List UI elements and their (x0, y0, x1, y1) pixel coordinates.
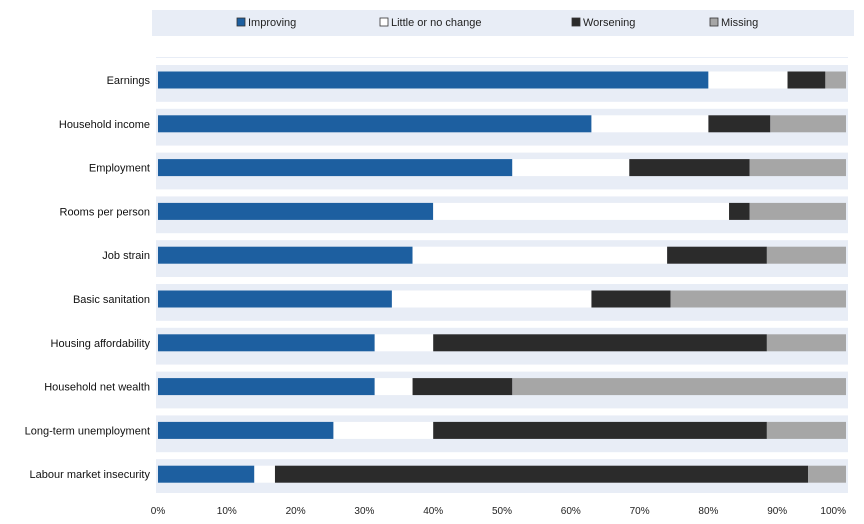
x-tick-label: 30% (354, 506, 374, 517)
bar-labour-market-insecurity-improving (158, 465, 255, 483)
bar-household-income-worsening (708, 115, 771, 133)
separator-stripe (156, 189, 848, 197)
bar-housing-affordability-little-or-no-change (374, 334, 434, 352)
bar-household-net-wealth-improving (158, 378, 375, 396)
bar-household-net-wealth-missing (512, 378, 846, 396)
bar-job-strain-missing (766, 246, 846, 264)
separator-stripe (156, 101, 848, 109)
category-label-housing-affordability: Housing affordability (51, 338, 151, 350)
bar-employment-worsening (629, 159, 750, 177)
bar-household-income-improving (158, 115, 592, 133)
legend-label-worsening: Worsening (583, 17, 635, 29)
category-label-household-income: Household income (59, 119, 150, 131)
legend-box (152, 10, 854, 36)
x-tick-label: 80% (698, 506, 718, 517)
bar-job-strain-worsening (667, 246, 767, 264)
bar-household-income-missing (770, 115, 846, 133)
separator-stripe (156, 277, 848, 284)
bar-household-income-little-or-no-change (591, 115, 709, 133)
bar-housing-affordability-missing (766, 334, 846, 352)
x-tick-label: 100% (820, 506, 846, 517)
separator-stripe (156, 145, 848, 153)
legend-label-little-or-no-change: Little or no change (391, 17, 482, 29)
bar-basic-sanitation-worsening (591, 290, 671, 308)
x-tick-label: 90% (767, 506, 787, 517)
bar-rooms-per-person-little-or-no-change (433, 202, 730, 220)
category-label-job-strain: Job strain (102, 250, 150, 262)
x-axis-ticks: 0% 10% 20% 30% 40% 50% 60% 70% 80% 90% 100% (151, 506, 846, 517)
category-label-employment: Employment (89, 163, 150, 175)
x-tick-label: 40% (423, 506, 443, 517)
bar-employment-improving (158, 159, 513, 177)
legend-swatch-little-or-no-change (379, 17, 389, 27)
bar-rooms-per-person-improving (158, 202, 434, 220)
separator-stripe (156, 364, 848, 372)
legend-label-missing: Missing (721, 17, 758, 29)
bar-earnings-improving (158, 71, 709, 89)
category-labels: Earnings Household income Employment Rooms … (25, 75, 151, 481)
bar-labour-market-insecurity-worsening (274, 465, 809, 483)
bar-long-term-unemployment-little-or-no-change (333, 421, 434, 439)
bars-group (156, 58, 848, 483)
x-tick-label: 70% (630, 506, 650, 517)
bar-housing-affordability-worsening (433, 334, 767, 352)
x-tick-label: 20% (286, 506, 306, 517)
bar-job-strain-little-or-no-change (412, 246, 668, 264)
bar-employment-missing (749, 159, 846, 177)
separator-stripe (156, 320, 848, 328)
x-tick-label: 10% (217, 506, 237, 517)
bar-labour-market-insecurity-missing (808, 465, 846, 483)
bar-earnings-little-or-no-change (708, 71, 788, 89)
bar-household-net-wealth-worsening (412, 378, 513, 396)
bar-job-strain-improving (158, 246, 413, 264)
x-tick-label: 0% (151, 506, 166, 517)
category-label-household-net-wealth: Household net wealth (44, 382, 150, 394)
separator-stripe (156, 233, 848, 241)
separator-stripe (156, 58, 848, 65)
legend: Improving Little or no change Worsening Mis… (236, 17, 758, 29)
category-label-rooms-per-person: Rooms per person (60, 206, 151, 218)
x-tick-label: 60% (561, 506, 581, 517)
bar-employment-little-or-no-change (512, 159, 630, 177)
bar-rooms-per-person-missing (749, 202, 846, 220)
bar-basic-sanitation-improving (158, 290, 392, 308)
bar-labour-market-insecurity-little-or-no-change (254, 465, 275, 483)
separator-stripe (156, 452, 848, 460)
bar-long-term-unemployment-improving (158, 421, 334, 439)
bar-basic-sanitation-missing (670, 290, 846, 308)
legend-swatch-missing (709, 17, 719, 27)
category-label-basic-sanitation: Basic sanitation (73, 294, 150, 306)
bar-rooms-per-person-worsening (729, 202, 750, 220)
legend-swatch-improving (236, 17, 246, 27)
bar-long-term-unemployment-worsening (433, 421, 767, 439)
legend-label-improving: Improving (248, 17, 296, 29)
bar-long-term-unemployment-missing (766, 421, 846, 439)
category-label-earnings: Earnings (107, 75, 151, 87)
category-label-long-term-unemployment: Long-term unemployment (25, 425, 150, 437)
bar-housing-affordability-improving (158, 334, 375, 352)
category-label-labour-market-insecurity: Labour market insecurity (30, 469, 151, 481)
bar-household-net-wealth-little-or-no-change (374, 378, 413, 396)
bar-earnings-worsening (787, 71, 826, 89)
separator-stripe (156, 408, 848, 416)
bar-earnings-missing (825, 71, 846, 89)
legend-swatch-worsening (571, 17, 581, 27)
bar-basic-sanitation-little-or-no-change (391, 290, 592, 308)
x-tick-label: 50% (492, 506, 512, 517)
